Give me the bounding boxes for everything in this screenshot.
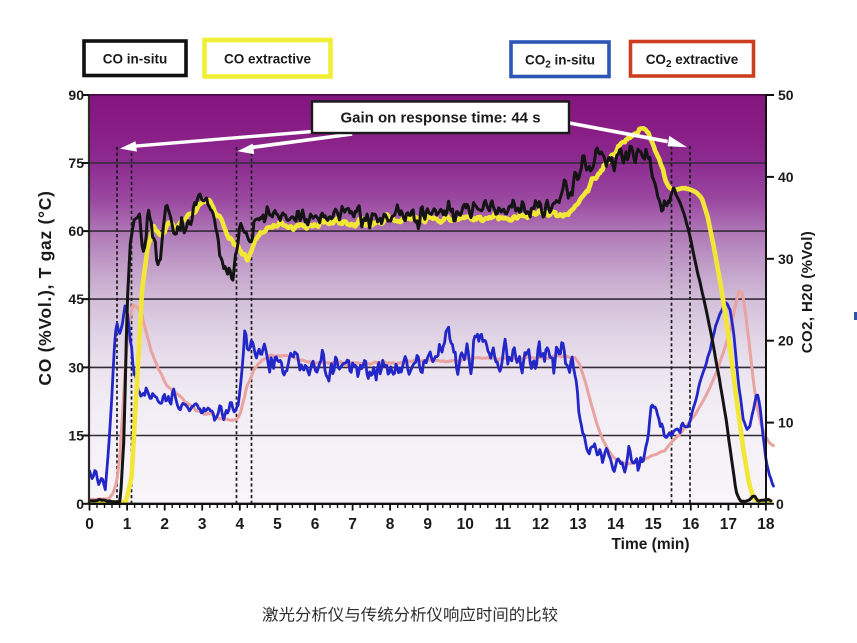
svg-text:13: 13 [569, 516, 587, 533]
svg-text:16: 16 [682, 516, 700, 533]
svg-text:50: 50 [778, 87, 794, 103]
svg-text:4: 4 [235, 516, 244, 533]
svg-text:75: 75 [68, 155, 84, 171]
svg-text:10: 10 [778, 415, 794, 431]
svg-text:45: 45 [68, 291, 84, 307]
svg-text:Gain on response time: 44 s: Gain on response time: 44 s [340, 110, 540, 127]
svg-text:18: 18 [757, 516, 775, 533]
svg-text:Time (min): Time (min) [611, 536, 689, 553]
svg-text:0: 0 [76, 496, 84, 512]
svg-text:8: 8 [386, 516, 395, 533]
svg-text:14: 14 [607, 516, 625, 533]
svg-text:10: 10 [457, 516, 474, 533]
svg-text:2: 2 [160, 516, 169, 533]
svg-text:60: 60 [68, 223, 84, 239]
svg-text:CO2, H20 (%Vol): CO2, H20 (%Vol) [799, 231, 816, 353]
svg-text:30: 30 [68, 359, 84, 375]
svg-text:7: 7 [348, 516, 357, 533]
svg-text:20: 20 [778, 333, 794, 349]
svg-text:90: 90 [68, 87, 84, 103]
svg-text:40: 40 [778, 169, 794, 185]
svg-text:12: 12 [532, 516, 549, 533]
svg-text:15: 15 [645, 516, 663, 533]
svg-text:0: 0 [776, 496, 784, 512]
svg-text:15: 15 [68, 428, 84, 444]
svg-text:1: 1 [123, 516, 132, 533]
svg-text:9: 9 [423, 516, 432, 533]
svg-text:CO2 in-situ: CO2 in-situ [525, 53, 595, 71]
svg-text:30: 30 [778, 251, 794, 267]
svg-text:CO extractive: CO extractive [224, 52, 312, 67]
svg-text:11: 11 [495, 516, 512, 533]
svg-text:6: 6 [311, 516, 320, 533]
svg-text:5: 5 [273, 516, 282, 533]
svg-text:0: 0 [85, 516, 94, 533]
svg-text:17: 17 [720, 516, 737, 533]
svg-text:CO (%Vol.), T gaz (°C): CO (%Vol.), T gaz (°C) [35, 190, 55, 385]
svg-text:3: 3 [198, 516, 207, 533]
svg-text:CO in-situ: CO in-situ [103, 52, 168, 67]
